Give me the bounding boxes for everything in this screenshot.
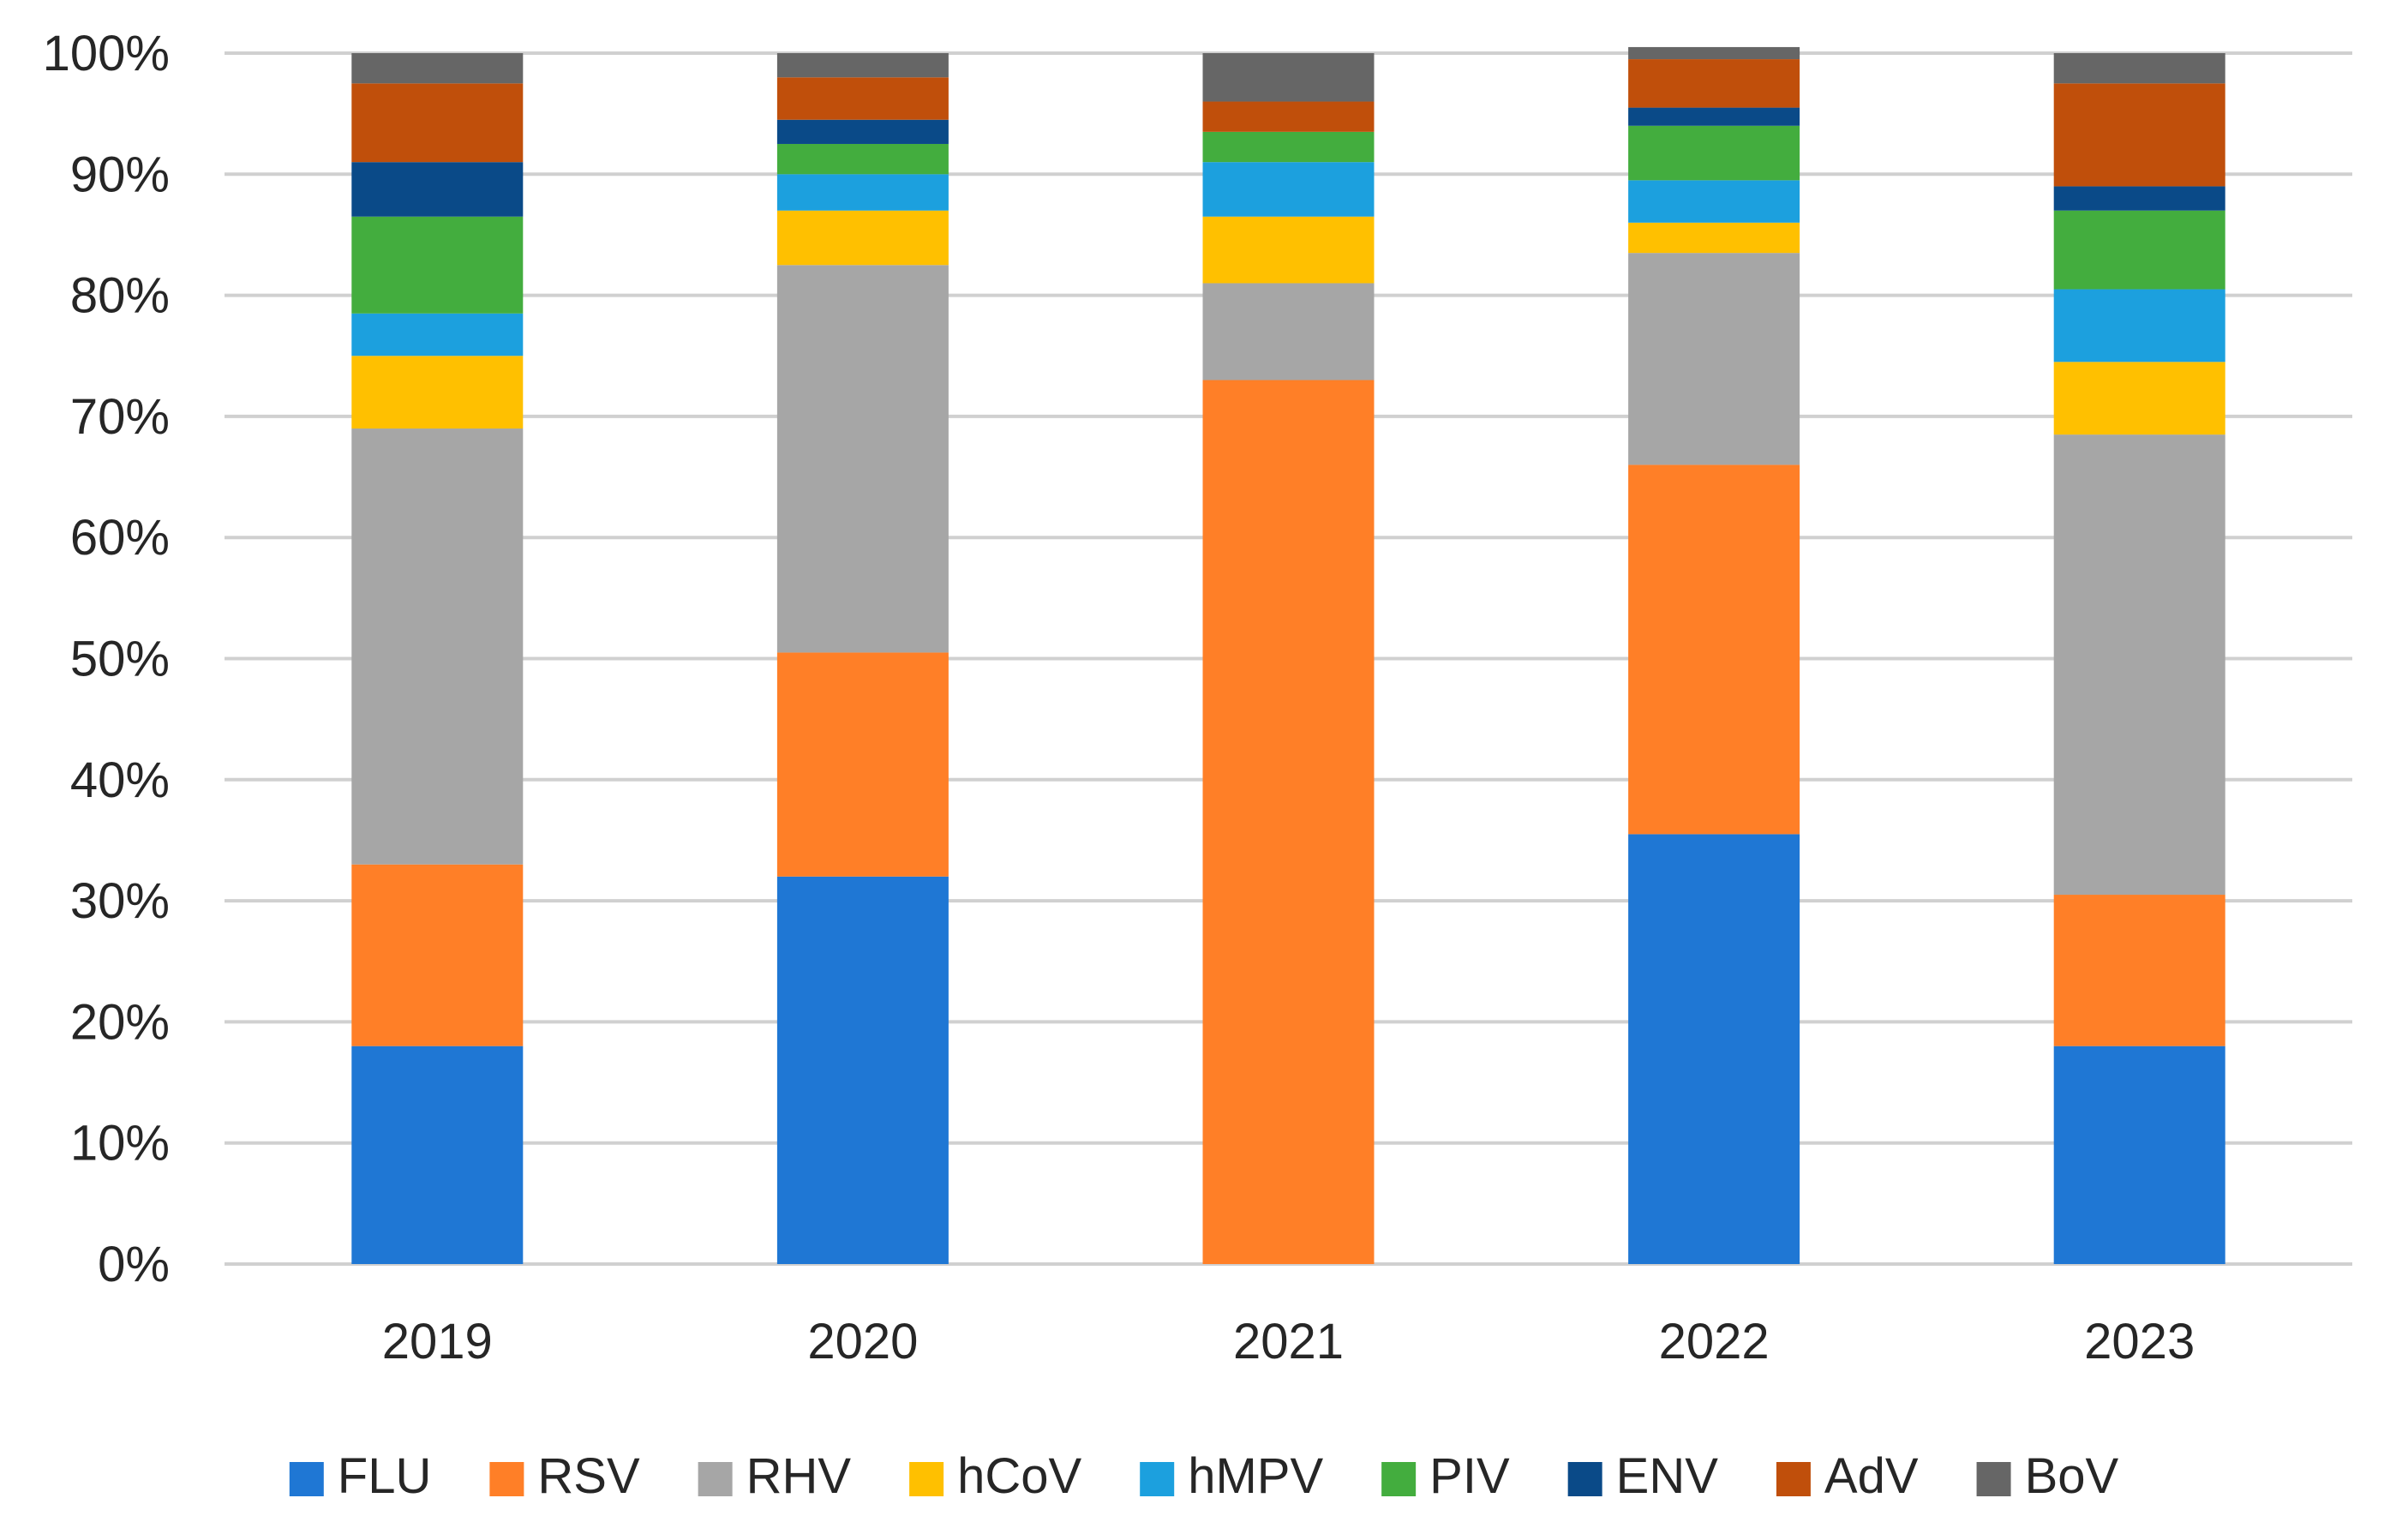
legend-label: RHV [746, 1448, 852, 1504]
y-tick-label: 90% [70, 147, 170, 202]
legend-swatch [1381, 1462, 1417, 1496]
bar-segment-bov-2020 [776, 53, 949, 78]
x-tick-label-2021: 2021 [1233, 1314, 1344, 1369]
bars [351, 46, 2225, 1264]
bar-segment-piv-2023 [2053, 210, 2225, 290]
legend-item-adv: AdV [1776, 1448, 1919, 1504]
legend-item-piv: PIV [1381, 1448, 1510, 1504]
y-tick-label: 40% [70, 752, 170, 808]
y-tick-label: 10% [70, 1116, 170, 1171]
bar-segment-rhv-2021 [1202, 283, 1375, 381]
y-tick-label: 30% [70, 873, 170, 929]
bar-segment-rsv-2022 [1628, 464, 1800, 835]
y-tick-label: 70% [70, 389, 170, 445]
bar-segment-hmpv-2020 [776, 174, 949, 211]
bar-segment-rhv-2019 [351, 428, 524, 865]
x-tick-label-2019: 2019 [382, 1314, 493, 1369]
legend-item-rsv: RSV [489, 1448, 640, 1504]
x-tick-label-2023: 2023 [2084, 1314, 2195, 1369]
bar-segment-rhv-2022 [1628, 253, 1800, 465]
bar-segment-adv-2019 [351, 83, 524, 163]
legend: FLU RSV RHV hCoV hMPV PIV ENV AdV BoV [289, 1448, 2119, 1504]
bar-segment-hcov-2019 [351, 356, 524, 429]
bar-segment-rsv-2019 [351, 864, 524, 1046]
bar-segment-hcov-2020 [776, 210, 949, 266]
bar-segment-flu-2019 [351, 1046, 524, 1264]
bar-segment-hmpv-2021 [1202, 162, 1375, 217]
x-tick-label-2020: 2020 [807, 1314, 918, 1369]
legend-label: PIV [1429, 1448, 1510, 1504]
bar-segment-piv-2019 [351, 216, 524, 314]
bar-segment-flu-2020 [776, 876, 949, 1264]
bar-segment-hmpv-2019 [351, 313, 524, 357]
bar-segment-env-2019 [351, 162, 524, 217]
bar-segment-bov-2022 [1628, 46, 1800, 60]
bar-segment-hcov-2021 [1202, 216, 1375, 284]
legend-label: ENV [1616, 1448, 1719, 1504]
legend-item-hmpv: hMPV [1140, 1448, 1323, 1504]
legend-label: AdV [1824, 1448, 1919, 1504]
legend-swatch [1776, 1462, 1811, 1496]
bar-segment-bov-2019 [351, 53, 524, 84]
bar-segment-rsv-2023 [2053, 895, 2225, 1046]
legend-swatch [289, 1462, 324, 1496]
legend-swatch [698, 1462, 733, 1496]
bar-segment-env-2020 [776, 119, 949, 144]
bar-segment-piv-2021 [1202, 131, 1375, 163]
bar-segment-env-2023 [2053, 186, 2225, 211]
x-axis-ticks: 2019 2020 2021 2022 2023 [382, 1314, 2195, 1369]
legend-swatch [909, 1462, 944, 1496]
bar-segment-piv-2020 [776, 143, 949, 175]
y-tick-label: 50% [70, 632, 170, 687]
y-tick-label: 80% [70, 268, 170, 324]
legend-swatch [1976, 1462, 2011, 1496]
bar-segment-bov-2023 [2053, 53, 2225, 84]
bar-segment-hmpv-2022 [1628, 180, 1800, 223]
legend-label: RSV [537, 1448, 640, 1504]
bar-segment-rhv-2020 [776, 265, 949, 653]
legend-swatch [1567, 1462, 1602, 1496]
bar-segment-adv-2021 [1202, 101, 1375, 132]
legend-item-env: ENV [1567, 1448, 1719, 1504]
legend-item-hcov: hCoV [909, 1448, 1082, 1504]
legend-item-bov: BoV [1976, 1448, 2119, 1504]
bar-segment-env-2022 [1628, 107, 1800, 126]
y-tick-label: 100% [43, 26, 170, 81]
legend-swatch [1140, 1462, 1175, 1496]
y-tick-label: 60% [70, 510, 170, 566]
y-tick-label: 0% [98, 1237, 170, 1292]
bar-segment-hcov-2022 [1628, 222, 1800, 254]
legend-item-flu: FLU [289, 1448, 432, 1504]
bar-segment-adv-2022 [1628, 59, 1800, 108]
bar-segment-bov-2021 [1202, 53, 1375, 102]
bar-segment-flu-2022 [1628, 834, 1800, 1264]
bar-segment-adv-2023 [2053, 83, 2225, 187]
bar-segment-adv-2020 [776, 77, 949, 120]
x-tick-label-2022: 2022 [1659, 1314, 1770, 1369]
bar-segment-hmpv-2023 [2053, 289, 2225, 363]
legend-item-rhv: RHV [698, 1448, 852, 1504]
y-tick-label: 20% [70, 994, 170, 1050]
legend-label: FLU [338, 1448, 432, 1504]
legend-label: BoV [2025, 1448, 2119, 1504]
y-axis-ticks: 0% 10% 20% 30% 40% 50% 60% 70% 80% 90% 100% [43, 26, 170, 1292]
bar-segment-rsv-2021 [1202, 380, 1375, 1264]
bar-segment-rhv-2023 [2053, 434, 2225, 896]
legend-swatch [489, 1462, 524, 1496]
legend-label: hMPV [1188, 1448, 1323, 1504]
bar-segment-rsv-2020 [776, 652, 949, 877]
legend-label: hCoV [957, 1448, 1081, 1504]
bar-segment-hcov-2023 [2053, 362, 2225, 435]
bar-segment-piv-2022 [1628, 125, 1800, 181]
bar-segment-flu-2023 [2053, 1046, 2225, 1264]
